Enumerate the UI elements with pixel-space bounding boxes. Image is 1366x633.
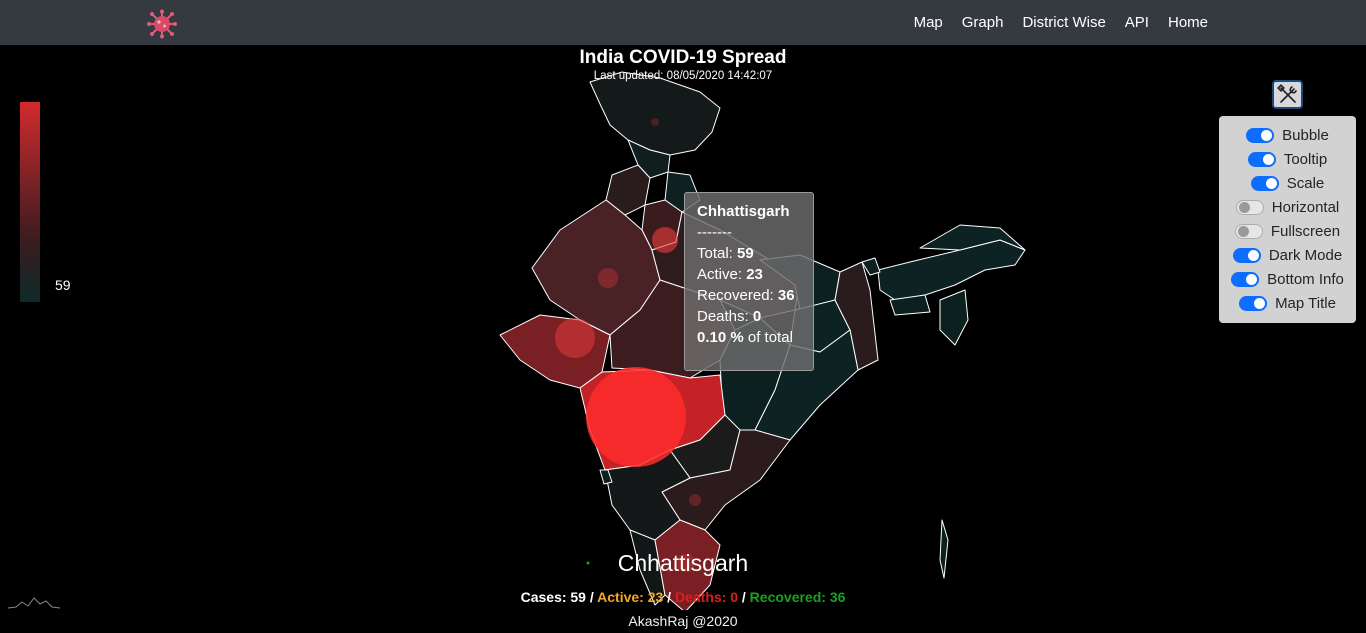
option-label: Horizontal — [1271, 198, 1340, 216]
state-odisha — [754, 329, 859, 441]
footer-credit: AkashRaj @2020 — [628, 613, 738, 629]
toggle-scale[interactable] — [1250, 175, 1279, 191]
nav-link-api[interactable]: API — [1124, 14, 1149, 31]
option-label: Tooltip — [1283, 150, 1328, 168]
option-map-title[interactable]: Map Title — [1219, 291, 1356, 315]
option-label: Map Title — [1275, 294, 1336, 312]
option-label: Bottom Info — [1267, 270, 1344, 288]
nav-links: Map Graph District Wise API Home — [914, 0, 1208, 45]
tooltip-active: 23 — [746, 266, 763, 283]
bubbles — [555, 118, 701, 572]
tooltip-recovered-label: Recovered: — [697, 287, 778, 304]
tooltip-active-label: Active: — [697, 266, 747, 283]
stat-deaths: Deaths: 0 — [674, 589, 738, 605]
settings-panel: Bubble Tooltip Scale Horizontal Fullscre… — [1219, 116, 1356, 323]
option-label: Dark Mode — [1268, 246, 1343, 264]
color-scale-legend — [20, 102, 40, 302]
toggle-fullscreen[interactable] — [1234, 223, 1263, 239]
legend-value: 59 — [55, 277, 71, 293]
settings-button[interactable] — [1272, 80, 1303, 109]
nav-link-district-wise[interactable]: District Wise — [1022, 14, 1106, 31]
nav-link-map[interactable]: Map — [913, 14, 943, 31]
stat-recovered: Recovered: 36 — [749, 589, 846, 605]
virus-icon[interactable] — [146, 9, 178, 39]
nav-link-home[interactable]: Home — [1167, 14, 1208, 31]
toggle-bottom-info[interactable] — [1231, 271, 1260, 287]
toggle-tooltip[interactable] — [1247, 151, 1276, 167]
mini-trend-chart — [8, 597, 61, 609]
option-dark-mode[interactable]: Dark Mode — [1219, 243, 1356, 267]
tooltip-percent: 0.10 % — [697, 329, 744, 346]
option-scale[interactable]: Scale — [1219, 171, 1356, 195]
toggle-horizontal[interactable] — [1235, 199, 1264, 215]
stat-separator: / — [738, 589, 750, 605]
state-assam — [877, 239, 1026, 301]
tooltip-total: 59 — [737, 245, 754, 262]
state-arunachal-pradesh — [919, 224, 1026, 251]
option-label: Bubble — [1282, 126, 1329, 144]
state-goa — [599, 469, 613, 485]
tooltip-deaths: 0 — [752, 308, 762, 325]
option-bubble[interactable]: Bubble — [1219, 123, 1356, 147]
state-stats: Cases: 59 / Active: 23 / Deaths: 0 / Rec… — [0, 589, 1366, 605]
option-fullscreen[interactable]: Fullscreen — [1219, 219, 1356, 243]
toggle-bubble[interactable] — [1246, 127, 1275, 143]
option-label: Scale — [1286, 174, 1325, 192]
tooltip-total-label: Total: — [697, 245, 738, 262]
option-horizontal[interactable]: Horizontal — [1219, 195, 1356, 219]
map-title: India COVID-19 Spread — [579, 47, 787, 68]
stat-separator: / — [663, 589, 675, 605]
option-tooltip[interactable]: Tooltip — [1219, 147, 1356, 171]
selected-state-name: Chhattisgarh — [617, 550, 749, 576]
nav-link-graph[interactable]: Graph — [961, 14, 1004, 31]
tooltip-recovered: 36 — [777, 287, 795, 304]
toggle-dark-mode[interactable] — [1232, 247, 1261, 263]
stat-cases: Cases: 59 — [520, 589, 586, 605]
tools-icon — [1276, 83, 1297, 103]
toggle-map-title[interactable] — [1239, 295, 1268, 311]
option-bottom-info[interactable]: Bottom Info — [1219, 267, 1356, 291]
andaman-islands — [939, 519, 949, 579]
state-manipur-mizoram — [939, 289, 969, 346]
state-jammu-kashmir — [589, 71, 721, 156]
last-updated: Last updated: 08/05/2020 14:42:07 — [593, 70, 773, 82]
state-tamil-nadu — [654, 519, 721, 610]
state-sikkim — [861, 257, 881, 276]
tooltip-percent-suffix: of total — [743, 329, 793, 346]
state-west-bengal — [834, 261, 879, 371]
navbar: Map Graph District Wise API Home — [0, 0, 1366, 45]
tooltip-separator: ------- — [697, 224, 732, 241]
state-tooltip: Chhattisgarh ------- Total: 59 Active: 2… — [684, 192, 814, 371]
stat-active: Active: 23 — [597, 589, 664, 605]
option-label: Fullscreen — [1270, 222, 1341, 240]
tooltip-state: Chhattisgarh — [697, 203, 790, 220]
stat-separator: / — [585, 589, 598, 605]
state-meghalaya — [889, 294, 931, 316]
tooltip-deaths-label: Deaths: — [697, 308, 753, 325]
